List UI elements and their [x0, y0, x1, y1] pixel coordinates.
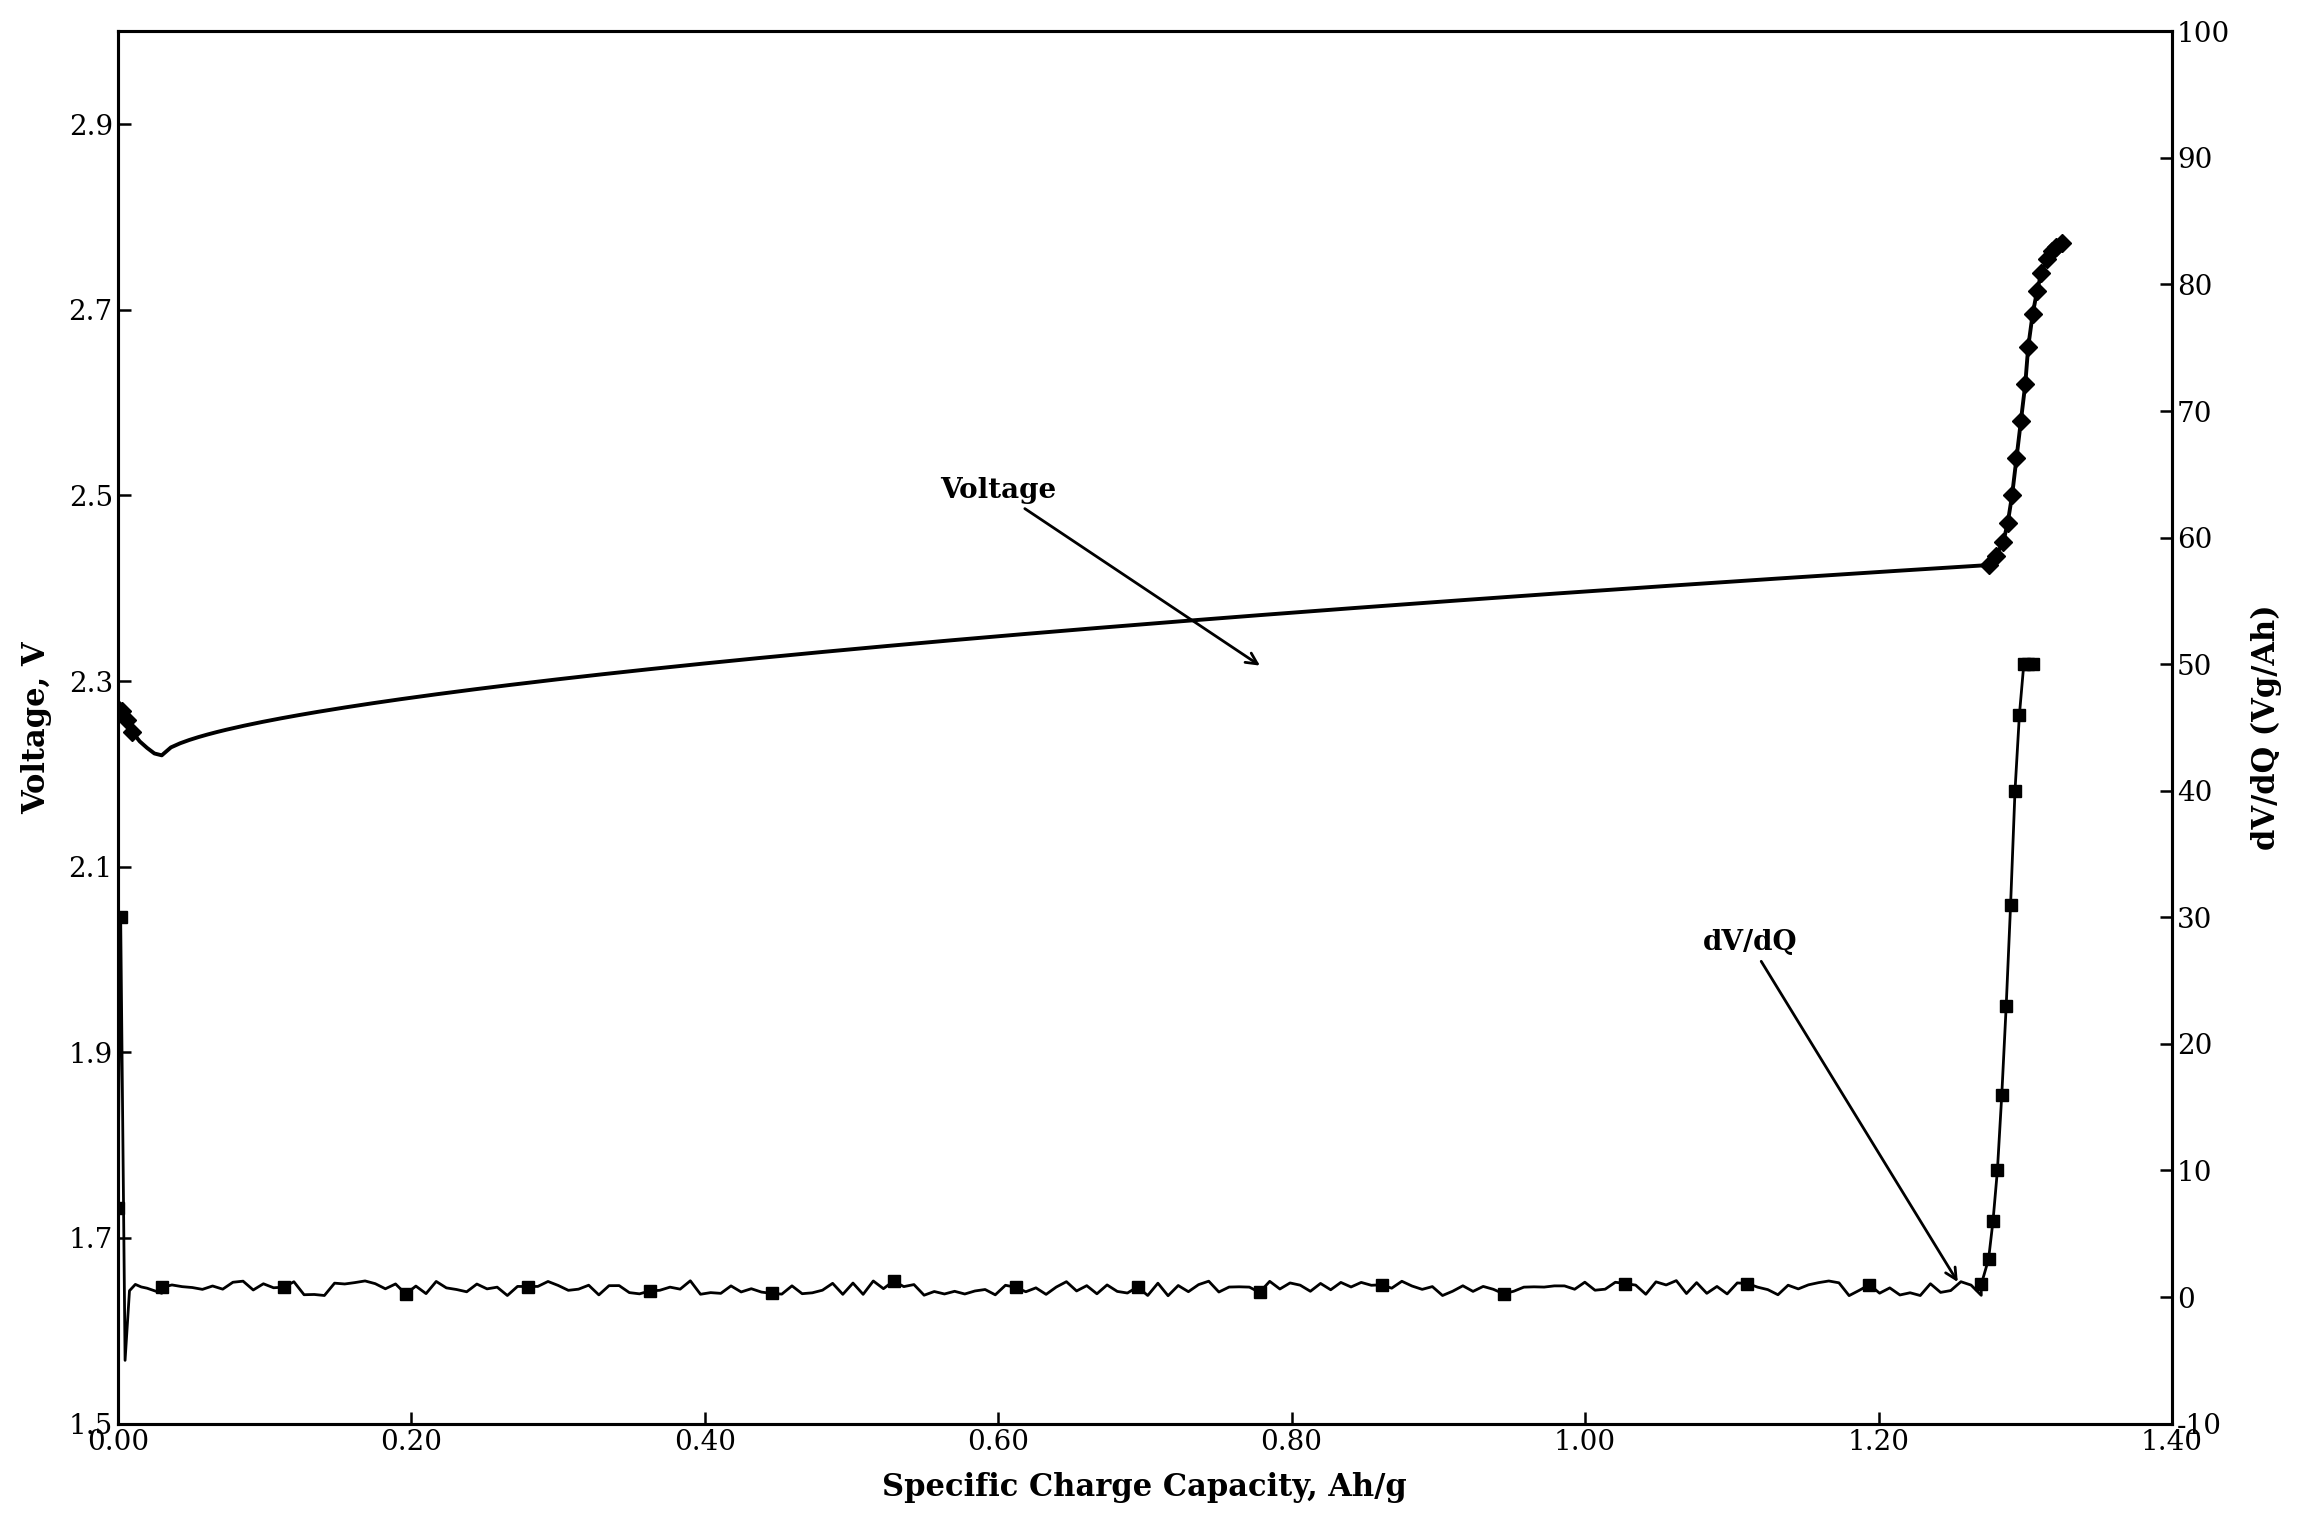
Y-axis label: dV/dQ (Vg/Ah): dV/dQ (Vg/Ah): [2250, 605, 2282, 850]
Text: Voltage: Voltage: [940, 477, 1257, 664]
Text: dV/dQ: dV/dQ: [1702, 930, 1955, 1279]
X-axis label: Specific Charge Capacity, Ah/g: Specific Charge Capacity, Ah/g: [882, 1472, 1407, 1503]
Y-axis label: Voltage, V: Voltage, V: [21, 642, 53, 814]
